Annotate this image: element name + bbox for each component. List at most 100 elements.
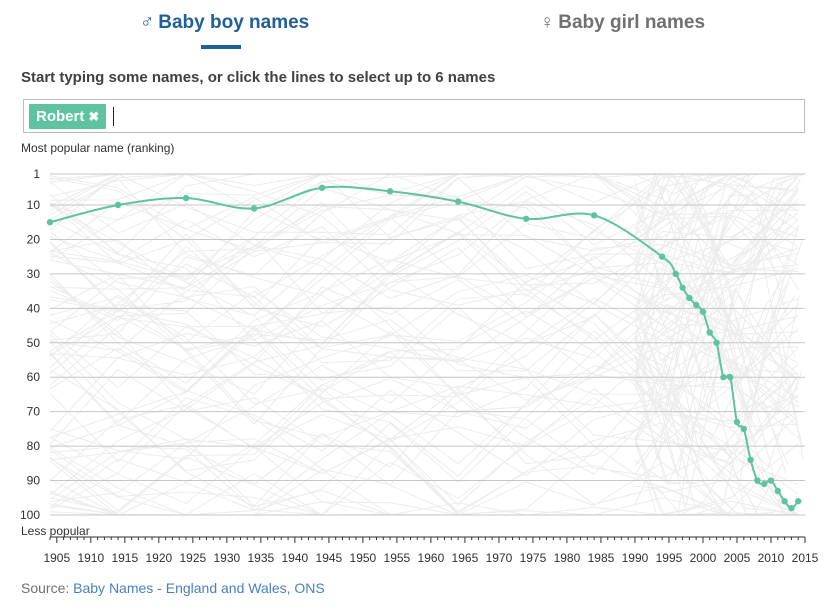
background-name-line: [634, 284, 787, 508]
series-point: [250, 205, 258, 212]
series-point: [658, 253, 666, 260]
y-axis-bottom-label: Less popular: [21, 524, 90, 538]
x-tick-label: 1970: [486, 551, 513, 565]
name-search-input[interactable]: Robert ✖: [23, 99, 805, 133]
background-name-line: [49, 218, 799, 439]
source-note: Source: Baby Names - England and Wales, …: [21, 580, 325, 596]
x-tick-label: 1965: [452, 551, 479, 565]
background-name-line: [49, 185, 799, 512]
x-tick-label: 1940: [282, 551, 309, 565]
source-prefix: Source:: [21, 580, 74, 596]
background-name-line: [49, 173, 799, 297]
series-point: [788, 504, 795, 512]
y-axis-title: Most popular name (ranking): [21, 141, 175, 155]
x-tick-label: 1980: [554, 551, 581, 565]
x-tick-label: 1990: [622, 551, 649, 565]
y-tick-label: 50: [27, 336, 41, 350]
series-point: [726, 374, 734, 381]
y-tick-label: 30: [27, 267, 41, 281]
series-point: [454, 198, 462, 205]
x-tick-label: 2010: [758, 551, 785, 565]
tab-baby-boy-names-label: Baby boy names: [158, 12, 310, 33]
background-name-line: [634, 235, 800, 374]
series-point: [754, 477, 761, 484]
x-tick-label: 1975: [520, 551, 547, 565]
background-name-line: [634, 309, 784, 516]
selected-name-series[interactable]: [46, 184, 802, 512]
tab-baby-girl-names-label: Baby girl names: [558, 12, 706, 33]
y-tick-label: 1: [33, 167, 40, 181]
x-tick-label: 1915: [111, 551, 138, 565]
background-name-line: [49, 313, 799, 516]
series-point: [713, 339, 720, 346]
series-point: [522, 215, 530, 222]
name-gender-tabs: ♂ Baby boy names ♀ Baby girl names: [0, 0, 833, 52]
series-point: [686, 294, 693, 302]
background-name-line: [634, 262, 792, 396]
x-tick-label: 1995: [656, 551, 683, 565]
x-tick-label: 1905: [43, 551, 70, 565]
background-name-line: [49, 328, 799, 510]
background-name-line: [49, 173, 799, 333]
background-name-line: [634, 371, 802, 486]
background-name-line: [634, 389, 782, 516]
series-point: [46, 219, 54, 226]
series-point: [794, 498, 802, 505]
series-point: [706, 329, 713, 336]
x-tick-label: 1935: [248, 551, 275, 565]
instruction-text: Start typing some names, or click the li…: [21, 69, 496, 86]
background-name-line: [634, 172, 800, 411]
background-name-line: [49, 368, 799, 516]
background-name-lines[interactable]: [49, 172, 805, 516]
y-tick-label: 90: [27, 474, 41, 488]
background-name-line: [634, 309, 797, 516]
male-symbol-icon: ♂: [140, 12, 155, 33]
background-name-line: [634, 407, 786, 516]
background-name-line: [634, 177, 801, 381]
background-name-line: [634, 370, 788, 516]
background-name-line: [49, 244, 799, 425]
background-name-line: [634, 368, 774, 516]
active-tab-indicator: [201, 45, 241, 49]
x-tick-label: 1985: [588, 551, 615, 565]
series-point: [114, 201, 122, 209]
background-name-line: [49, 173, 799, 261]
background-name-line: [49, 316, 799, 438]
background-name-line: [634, 224, 793, 412]
background-name-line: [634, 236, 804, 448]
series-point: [672, 270, 679, 278]
x-tick-label: 2005: [724, 551, 751, 565]
background-name-line: [49, 436, 799, 516]
x-tick-label: 1955: [384, 551, 411, 565]
y-tick-label: 10: [27, 198, 41, 212]
source-link[interactable]: Baby Names - England and Wales, ONS: [73, 580, 325, 596]
series-point: [386, 188, 394, 195]
remove-name-icon[interactable]: ✖: [88, 109, 100, 124]
background-name-line: [49, 309, 799, 516]
tab-baby-girl-names[interactable]: ♀ Baby girl names: [540, 12, 705, 34]
background-name-line: [634, 235, 797, 445]
x-tick-label: 1945: [316, 551, 343, 565]
background-name-line: [49, 178, 799, 384]
selected-name-chip[interactable]: Robert ✖: [29, 104, 107, 129]
background-name-line: [634, 283, 800, 516]
background-name-line: [634, 183, 783, 409]
series-point: [733, 418, 741, 426]
series-point: [760, 480, 768, 488]
tab-baby-boy-names[interactable]: ♂ Baby boy names: [140, 12, 309, 34]
series-point: [182, 194, 190, 202]
y-tick-label: 80: [27, 439, 41, 453]
background-name-line: [634, 319, 788, 467]
y-tick-label: 100: [20, 508, 40, 522]
background-name-line: [49, 304, 799, 486]
series-point: [740, 425, 747, 433]
x-tick-label: 2015: [792, 551, 819, 565]
background-name-line: [49, 178, 799, 516]
x-tick-label: 1960: [418, 551, 445, 565]
y-tick-label: 60: [27, 370, 41, 384]
background-name-line: [49, 264, 799, 389]
series-point: [699, 308, 707, 315]
background-name-line: [634, 297, 804, 482]
x-axis: 1905 1910 1915 1920 1925 1930 1935 1940 1945 1950…: [43, 536, 819, 565]
